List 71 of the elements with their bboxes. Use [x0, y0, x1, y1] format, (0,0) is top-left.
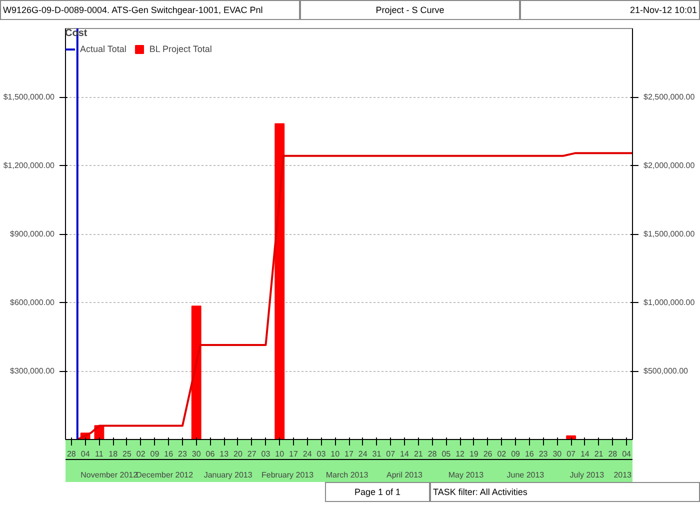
y2-tick-label: $1,500,000.00	[644, 230, 696, 238]
x-tick-label: 24	[302, 450, 312, 458]
ref-line-label: Actual Total	[80, 44, 126, 54]
x-tick-label: 17	[289, 450, 298, 458]
x-tick-label: 21	[594, 450, 604, 458]
x2-tick-label: March 2013	[326, 470, 369, 480]
y2-tick-label: $2,000,000.00	[644, 161, 696, 170]
x2-tick-label: November 2012	[80, 470, 138, 480]
y2-tick-label: $500,000.00	[644, 366, 689, 376]
x-tick-label: 27	[247, 450, 257, 458]
x-tick-label: 28	[608, 450, 618, 458]
x-tick-label: 13	[220, 450, 230, 458]
x2-tick-label: December 2012	[136, 470, 194, 480]
y-tick-label: $600,000.00	[10, 298, 56, 307]
y-tick-label: $900,000.00	[10, 230, 56, 238]
x-tick-label: 25	[122, 450, 132, 458]
x-tick-label: 02	[136, 450, 146, 458]
x2-tick-label: July 2013	[570, 470, 605, 480]
x-tick-label: 30	[192, 450, 202, 458]
bar	[274, 123, 285, 440]
x-tick-label: 10	[330, 450, 340, 458]
x-tick-label: 23	[538, 450, 548, 458]
bar	[191, 306, 202, 440]
x-tick-label: 02	[497, 450, 507, 458]
x2-tick-label: January 2013	[204, 470, 253, 480]
y-tick-label: $1,500,000.00	[3, 92, 56, 102]
x2-tick-label: April 2013	[386, 470, 424, 480]
text: Page 1 of 1	[354, 486, 401, 499]
x-tick-label: 04	[622, 450, 632, 458]
x-tick-label: 19	[469, 450, 479, 458]
x-tick-label: 18	[108, 450, 118, 458]
x2-tick-label: June 2013	[506, 470, 545, 480]
y2-tick-label: $2,500,000.00	[644, 92, 696, 102]
x-tick-label: 24	[358, 450, 368, 458]
y2-tick-label: $1,000,000.00	[644, 298, 696, 307]
x-tick-label: 21	[414, 450, 424, 458]
x2-tick-label: 2013	[614, 470, 632, 480]
x-tick-label: 09	[511, 450, 521, 458]
x-tick-label: 14	[400, 450, 410, 458]
x-tick-label: 14	[580, 450, 590, 458]
text: 21-Nov-12 10:01	[630, 4, 697, 17]
line-series	[76, 152, 632, 440]
x-tick-label: 30	[552, 450, 562, 458]
x-tick-label: 16	[524, 450, 534, 458]
x-tick-label: 28	[67, 450, 76, 458]
x-tick-label: 26	[483, 450, 493, 458]
y-tick-label: $300,000.00	[10, 366, 56, 376]
x-tick-label: 06	[206, 450, 216, 458]
x-tick-label: 04	[80, 450, 90, 458]
x-tick-label: 16	[164, 450, 174, 458]
x2-tick-label: February 2013	[262, 470, 314, 480]
legend-label: BL Project Total	[149, 44, 212, 54]
x-tick-label: 11	[95, 450, 104, 458]
x2-tick-label: May 2013	[448, 470, 484, 480]
y-tick-label: $1,200,000.00	[3, 161, 56, 170]
x-tick-label: 03	[261, 450, 271, 458]
x-tick-label: 28	[428, 450, 438, 458]
text: W9126G-09-D-0089-0004. ATS-Gen Switchgear-1001, EVAC Pnl	[3, 4, 263, 17]
x-tick-label: 03	[316, 450, 326, 458]
chart-title: Project - S Curve	[376, 4, 444, 17]
x-tick-label: 07	[386, 450, 396, 458]
x-tick-label: 12	[456, 450, 466, 458]
x-tick-label: 17	[344, 450, 354, 458]
x-tick-label: 10	[275, 450, 285, 458]
x-tick-label: 20	[234, 450, 243, 458]
x-tick-label: 05	[442, 450, 452, 458]
text: TASK filter: All Activities	[433, 486, 528, 499]
x-tick-label: 31	[372, 450, 382, 458]
x-tick-label: 23	[178, 450, 188, 458]
x-tick-label: 07	[566, 450, 576, 458]
x-tick-label: 09	[150, 450, 160, 458]
